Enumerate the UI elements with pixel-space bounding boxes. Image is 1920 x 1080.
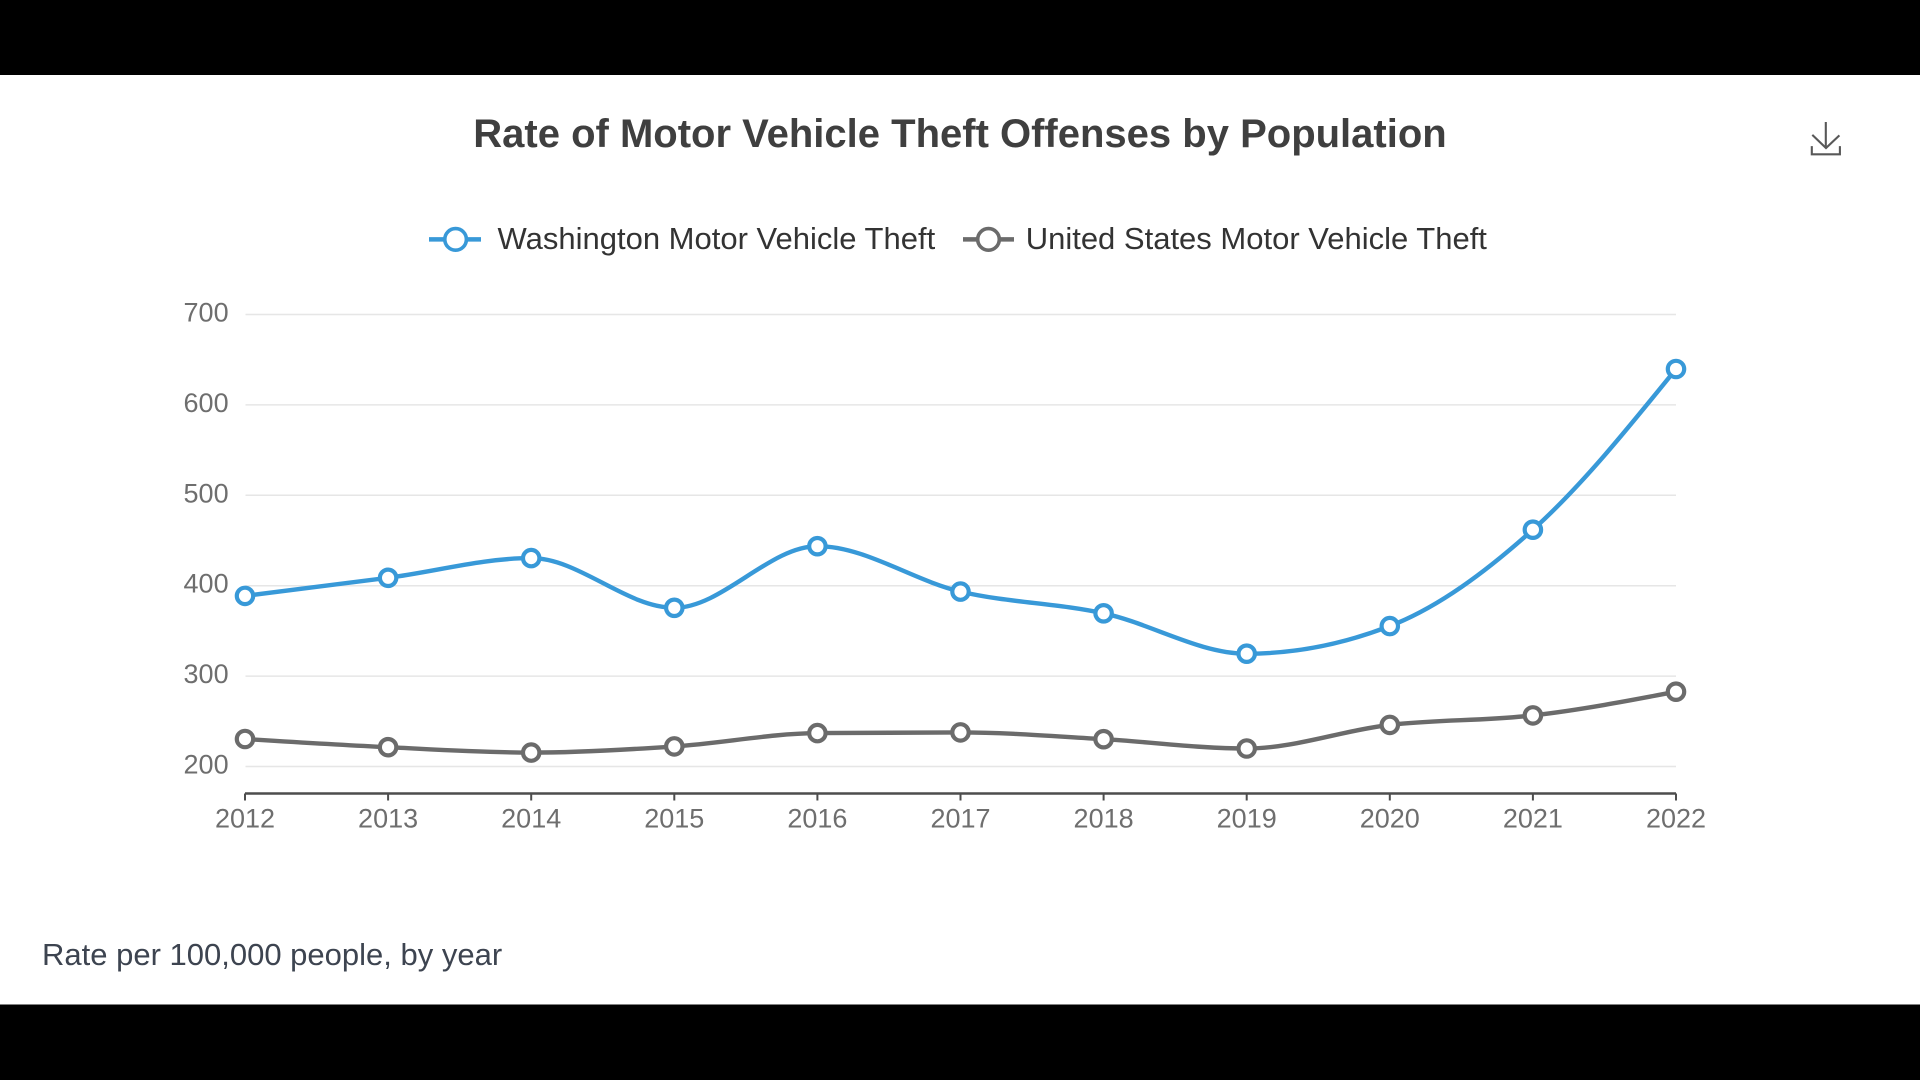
- svg-text:300: 300: [184, 659, 229, 689]
- svg-text:2014: 2014: [501, 804, 561, 834]
- svg-text:2022: 2022: [1646, 804, 1706, 834]
- svg-text:2015: 2015: [644, 804, 704, 834]
- svg-text:United States Motor Vehicle Th: United States Motor Vehicle Theft: [1026, 221, 1488, 256]
- svg-text:2018: 2018: [1074, 804, 1134, 834]
- svg-text:2013: 2013: [358, 804, 418, 834]
- svg-text:200: 200: [184, 750, 229, 780]
- svg-text:2019: 2019: [1217, 804, 1277, 834]
- svg-text:400: 400: [184, 569, 229, 599]
- svg-text:2016: 2016: [787, 804, 847, 834]
- svg-text:600: 600: [184, 388, 229, 418]
- svg-text:2021: 2021: [1503, 804, 1563, 834]
- svg-text:Rate of Motor Vehicle Theft Of: Rate of Motor Vehicle Theft Offenses by …: [473, 112, 1446, 156]
- svg-text:Rate per 100,000 people, by ye: Rate per 100,000 people, by year: [42, 937, 502, 972]
- svg-text:2020: 2020: [1360, 804, 1420, 834]
- svg-text:Washington Motor Vehicle Theft: Washington Motor Vehicle Theft: [498, 221, 936, 256]
- svg-text:500: 500: [184, 478, 229, 508]
- svg-text:700: 700: [184, 298, 229, 328]
- svg-text:2017: 2017: [930, 804, 990, 834]
- svg-text:2012: 2012: [215, 804, 275, 834]
